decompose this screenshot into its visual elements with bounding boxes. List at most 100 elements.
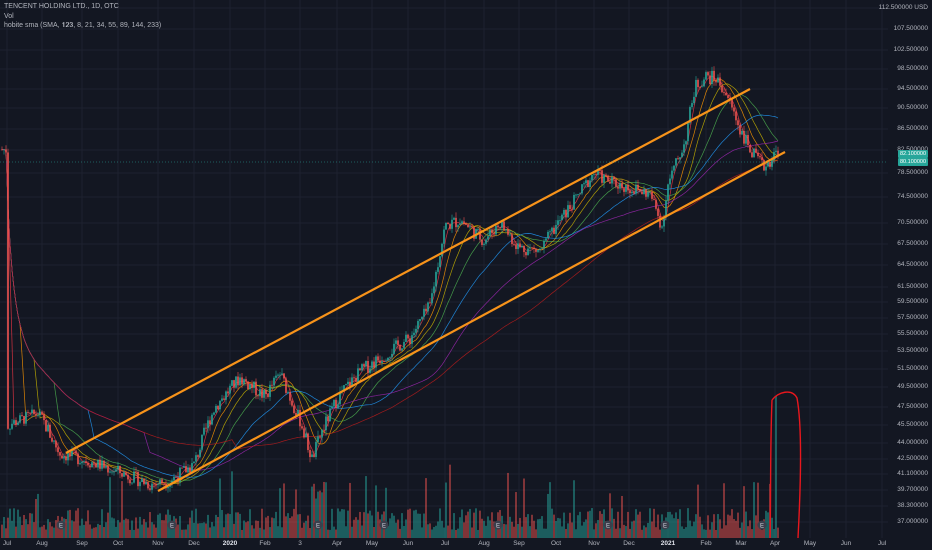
candle-body xyxy=(207,420,209,429)
candle-body xyxy=(491,229,493,234)
candle-body xyxy=(105,466,107,468)
candle-body xyxy=(435,271,437,287)
volume-bar xyxy=(107,512,109,538)
candle-body xyxy=(227,391,229,394)
volume-bar xyxy=(319,490,321,538)
volume-bar xyxy=(37,493,39,538)
volume-bar xyxy=(393,515,395,538)
earnings-icon-letter: E xyxy=(663,524,667,530)
volume-bar xyxy=(521,526,523,538)
candle-body xyxy=(337,404,339,409)
moving-average-line xyxy=(1,83,779,485)
volume-bar xyxy=(143,519,145,538)
candlesticks xyxy=(1,66,779,494)
volume-bar xyxy=(335,529,337,538)
candle-body xyxy=(601,170,603,183)
candle-body xyxy=(351,377,353,387)
volume-bar xyxy=(279,488,281,538)
volume-bar xyxy=(629,528,631,538)
volume-bar xyxy=(359,511,361,538)
candle-body xyxy=(223,398,225,400)
time-tick-label: May xyxy=(803,540,817,547)
volume-bar xyxy=(199,523,201,538)
candle-body xyxy=(229,385,231,394)
volume-bar xyxy=(231,471,233,538)
volume-bar xyxy=(451,529,453,538)
volume-bar xyxy=(581,525,583,538)
volume-label[interactable]: Vol xyxy=(4,13,14,20)
candle-body xyxy=(369,368,371,373)
volume-bar xyxy=(523,478,525,538)
volume-bar xyxy=(657,514,659,538)
candle-body xyxy=(101,460,103,469)
candle-body xyxy=(469,226,471,228)
earnings-icon xyxy=(757,520,767,530)
candle-body xyxy=(247,381,249,389)
candle-body xyxy=(731,99,733,108)
volume-bar xyxy=(583,522,585,538)
volume-bar xyxy=(165,514,167,538)
candle-body xyxy=(235,376,237,388)
candle-body xyxy=(605,174,607,176)
volume-bar xyxy=(493,521,495,538)
candle-body xyxy=(11,423,13,429)
volume-bar xyxy=(715,529,717,538)
volume-bar xyxy=(239,513,241,538)
candle-body xyxy=(103,460,105,468)
candle-body xyxy=(509,234,511,236)
volume-bar xyxy=(483,520,485,538)
volume-bar xyxy=(191,510,193,538)
candle-body xyxy=(549,231,551,233)
volume-bar xyxy=(149,512,151,538)
candle-body xyxy=(283,373,285,379)
volume-bar xyxy=(241,529,243,538)
candle-body xyxy=(441,243,443,257)
chart-grid xyxy=(0,0,888,538)
volume-bar xyxy=(479,510,481,538)
candle-body xyxy=(641,191,643,195)
volume-bar xyxy=(621,495,623,538)
volume-bar xyxy=(495,526,497,538)
candle-body xyxy=(585,180,587,184)
candle-body xyxy=(85,461,87,463)
candle-body xyxy=(565,209,567,218)
candle-body xyxy=(243,379,245,385)
volume-bar xyxy=(749,520,751,538)
candle-body xyxy=(291,400,293,406)
candle-body xyxy=(599,170,601,171)
volume-bar xyxy=(361,525,363,538)
volume-bar xyxy=(367,513,369,538)
earnings-icon-letter: E xyxy=(316,524,320,530)
volume-bar xyxy=(179,516,181,538)
price-tick-label: 41.100000 xyxy=(897,470,928,477)
candle-body xyxy=(257,395,259,397)
candle-body xyxy=(437,267,439,272)
candle-body xyxy=(669,178,671,185)
candle-body xyxy=(449,224,451,229)
volume-bar xyxy=(265,517,267,538)
candle-body xyxy=(361,364,363,371)
symbol-title[interactable]: TENCENT HOLDING LTD., 1D, OTC xyxy=(4,3,119,10)
candle-body xyxy=(5,149,7,153)
volume-bar xyxy=(699,516,701,538)
volume-bar xyxy=(49,522,51,538)
volume-bar xyxy=(99,524,101,538)
candle-body xyxy=(507,229,509,235)
time-tick-label: 3 xyxy=(298,540,302,547)
price-tick-label: 38.300000 xyxy=(897,502,928,509)
volume-bar xyxy=(575,529,577,538)
candle-body xyxy=(91,462,93,468)
volume-bar xyxy=(695,514,697,538)
volume-bar xyxy=(775,396,777,538)
volume-bar xyxy=(261,508,263,538)
volume-bar xyxy=(559,518,561,538)
volume-bar xyxy=(315,498,317,538)
candle-body xyxy=(513,243,515,245)
volume-bar xyxy=(249,509,251,538)
candle-body xyxy=(535,248,537,252)
volume-bar xyxy=(317,491,319,538)
candle-body xyxy=(343,385,345,392)
candle-body xyxy=(639,188,641,192)
indicator-label[interactable]: hobite sma (SMA, 𝟏𝟐𝟑, 8, 21, 34, 55, 89,… xyxy=(4,22,162,29)
